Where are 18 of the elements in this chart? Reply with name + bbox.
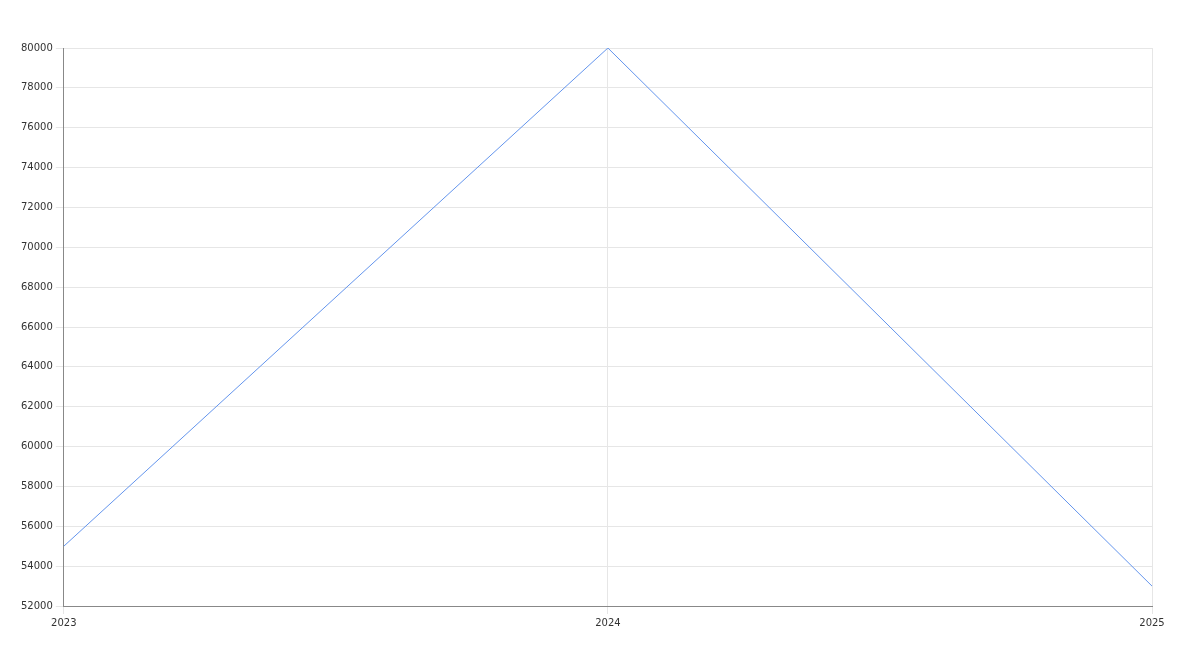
y-tick-label: 64000 [21, 360, 53, 372]
y-tick-label: 62000 [21, 400, 53, 412]
y-tick-label: 66000 [21, 320, 53, 332]
y-tick-label: 60000 [21, 440, 53, 452]
y-tick-label: 52000 [21, 599, 53, 611]
y-tick-label: 56000 [21, 519, 53, 531]
x-tick-label: 2025 [1139, 616, 1165, 628]
y-tick-label: 72000 [21, 201, 53, 213]
y-tick-label: 78000 [21, 81, 53, 93]
x-tick-label: 2024 [595, 616, 621, 628]
y-tick-label: 74000 [21, 161, 53, 173]
x-tick-label: 2023 [51, 616, 77, 628]
y-tick-label: 76000 [21, 121, 53, 133]
y-tick-label: 54000 [21, 559, 53, 571]
y-tick-label: 68000 [21, 280, 53, 292]
y-tick-label: 70000 [21, 240, 53, 252]
y-tick-label: 80000 [21, 41, 53, 53]
y-tick-label: 58000 [21, 480, 53, 492]
